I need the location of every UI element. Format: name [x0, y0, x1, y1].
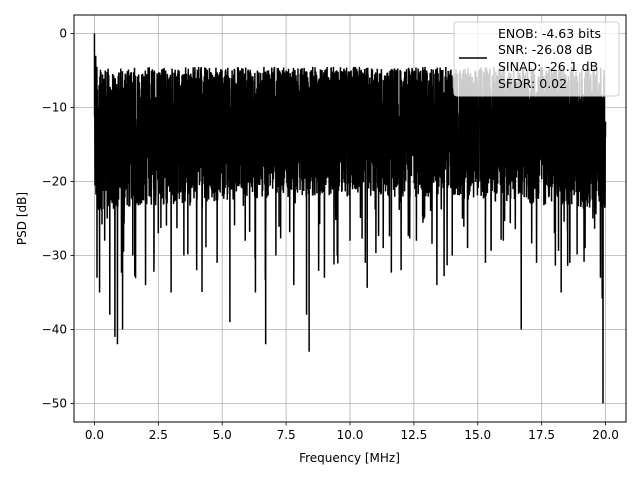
x-tick-label: 20.0 [592, 428, 619, 442]
legend: ENOB: -4.63 bits SNR: -26.08 dB SINAD: -… [453, 21, 620, 97]
x-tick-label: 15.0 [464, 428, 491, 442]
y-tick-label: −10 [42, 101, 67, 115]
x-tick-label: 12.5 [401, 428, 428, 442]
x-tick-label: 0.0 [85, 428, 104, 442]
x-tick-label: 7.5 [277, 428, 296, 442]
legend-entry: SFDR: 0.02 [498, 76, 567, 91]
series-layer [93, 33, 607, 404]
x-axis-label: Frequency [MHz] [299, 451, 400, 465]
axis-ticks: 0.0 2.5 5.0 7.5 10.0 12.5 15.0 17.5 20.0 0 −10 −20 −… [42, 27, 619, 443]
x-tick-label: 2.5 [149, 428, 168, 442]
x-tick-label: 17.5 [528, 428, 555, 442]
y-tick-label: −20 [42, 175, 67, 189]
legend-entry: SINAD: -26.1 dB [498, 59, 598, 74]
legend-box [453, 21, 620, 97]
legend-entry: SNR: -26.08 dB [498, 42, 593, 57]
y-tick-label: 0 [59, 27, 67, 41]
y-tick-label: −50 [42, 397, 67, 411]
y-tick-label: −40 [42, 323, 67, 337]
legend-entry: ENOB: -4.63 bits [498, 26, 601, 41]
y-tick-label: −30 [42, 249, 67, 263]
psd-series-line [93, 33, 607, 404]
x-tick-label: 10.0 [337, 428, 364, 442]
y-axis-label: PSD [dB] [15, 192, 29, 245]
x-tick-label: 5.0 [213, 428, 232, 442]
